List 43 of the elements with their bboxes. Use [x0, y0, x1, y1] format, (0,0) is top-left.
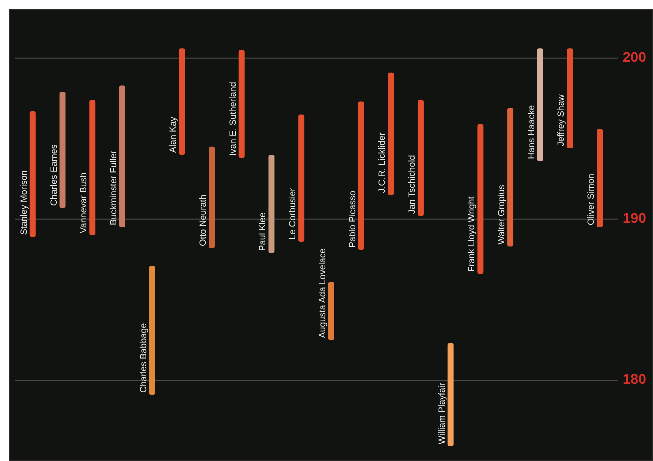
bar — [388, 72, 394, 196]
bar — [358, 102, 364, 250]
bar — [478, 124, 484, 274]
bar — [149, 266, 156, 395]
x-tick-label: Le Corbusier — [288, 188, 298, 240]
bar — [90, 100, 96, 236]
x-tick-label: Hans Haacke — [526, 105, 536, 160]
bar — [60, 92, 66, 208]
bar — [508, 108, 514, 247]
x-tick-label: Charles Babbage — [138, 323, 148, 393]
x-tick-label: Frank Lloyd Wright — [466, 196, 477, 272]
x-tick-label: Buckminster Fuller — [108, 150, 118, 226]
x-tick-label: Pablo Picasso — [347, 190, 358, 248]
x-tick-label: William Playfair — [436, 382, 447, 445]
x-tick-label: Jeffrey Shaw — [556, 94, 566, 147]
x-tick-label: Oliver Simon — [586, 174, 596, 226]
bar — [209, 146, 216, 248]
bar — [418, 100, 424, 216]
y-tick-label: 190 — [623, 210, 647, 226]
x-tick-label: Paul Klee — [258, 212, 268, 252]
bar — [30, 111, 36, 238]
bar — [268, 154, 275, 254]
x-tick-label: Walter Gropius — [496, 184, 507, 245]
bar — [448, 343, 454, 447]
bar — [537, 48, 544, 162]
bar — [567, 48, 574, 149]
x-tick-label: J.C.R. Licklider — [377, 132, 388, 194]
x-tick-label: Ivan E. Sutherland — [228, 82, 238, 156]
x-tick-label: Vannevar Bush — [78, 172, 89, 234]
x-tick-label: Stanley Morison — [18, 170, 29, 236]
y-tick-label: 180 — [623, 371, 647, 388]
x-tick-label: Alan Kay — [168, 116, 178, 153]
x-tick-label: Otto Neurath — [198, 194, 208, 246]
bar — [328, 282, 334, 340]
y-tick-label: 200 — [623, 49, 647, 66]
bar — [597, 129, 604, 228]
bar — [298, 114, 305, 242]
x-tick-label: Jan Tschichold — [406, 155, 417, 214]
bar — [238, 50, 245, 158]
bar — [179, 48, 186, 155]
x-tick-label: Charles Eames — [48, 144, 59, 206]
bar — [119, 86, 126, 228]
x-tick-label: Augusta Ada Lovelace — [317, 248, 328, 338]
